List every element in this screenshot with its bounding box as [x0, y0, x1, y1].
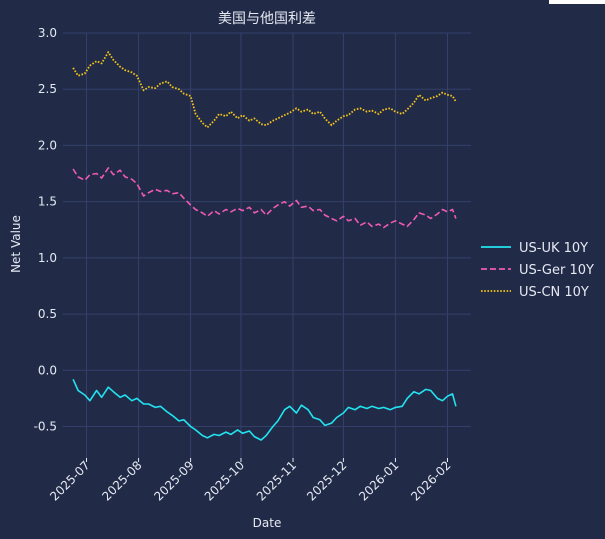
y-axis-label: Net Value — [9, 215, 23, 273]
x-tick-label: 2025-09 — [151, 458, 196, 503]
legend-label-1: US-UK 10Y — [519, 241, 588, 256]
y-tick-label: 3.0 — [38, 26, 57, 40]
series-line-1 — [72, 378, 457, 441]
y-axis-ticks: -0.5 0.0 0.5 1.0 1.5 2.0 2.5 3.0 — [34, 26, 57, 434]
x-tick-label: 2025-07 — [47, 458, 92, 503]
series-line-2 — [72, 167, 457, 229]
series-lines — [72, 51, 457, 441]
x-axis-label: Date — [253, 516, 282, 530]
series-line-3 — [72, 51, 457, 129]
x-tick-label: 2025-12 — [304, 458, 349, 503]
x-axis-ticks: 2025-07 2025-08 2025-09 2025-10 2025-11 2025-… — [47, 458, 454, 504]
x-tick-label: 2025-11 — [254, 458, 299, 503]
legend: US-UK 10Y US-Ger 10Y US-CN 10Y — [481, 241, 594, 300]
legend-label-3: US-CN 10Y — [519, 285, 589, 300]
y-tick-label: 2.0 — [38, 138, 57, 152]
y-tick-label: 1.5 — [38, 195, 57, 209]
y-tick-label: 1.0 — [38, 251, 57, 265]
y-tick-label: 0.0 — [38, 363, 57, 377]
y-tick-label: -0.5 — [34, 420, 57, 434]
x-tick-label: 2026-02 — [408, 458, 453, 503]
legend-label-2: US-Ger 10Y — [519, 263, 594, 278]
grid — [63, 32, 471, 458]
y-tick-label: 2.5 — [38, 82, 57, 96]
chart-title: 美国与他国利差 — [218, 11, 316, 27]
x-tick-label: 2025-08 — [99, 458, 144, 503]
x-tick-label: 2026-01 — [356, 458, 401, 503]
x-tick-label: 2025-10 — [202, 458, 247, 503]
y-tick-label: 0.5 — [38, 307, 57, 321]
corner-tab — [549, 0, 605, 4]
